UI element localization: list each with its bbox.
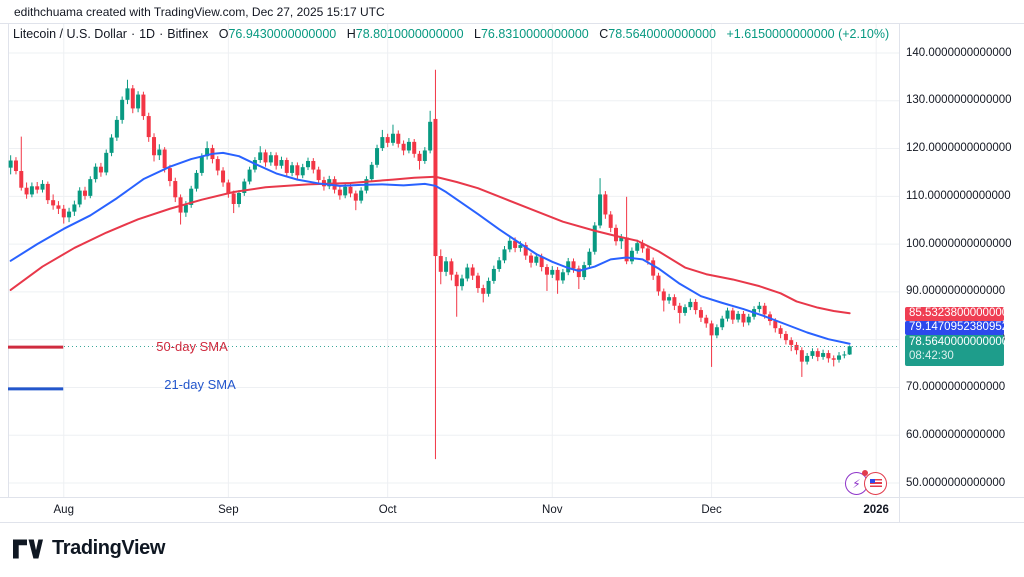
legend-separator: · [159, 27, 164, 41]
price-tick-label: 50.0000000000000 [906, 476, 1006, 489]
sma21-price-label: 79.1470952380952 [905, 321, 1008, 335]
tradingview-wordmark: TradingView [52, 537, 166, 559]
bar-countdown: 08:42:30 [909, 349, 954, 362]
attribution-text: edithchuama created with TradingView.com… [14, 5, 385, 19]
symbol-name[interactable]: Litecoin / U.S. Dollar [13, 27, 127, 41]
price-tick-label: 110.0000000000000 [906, 189, 1011, 202]
economic-event-badge-icon[interactable] [864, 472, 887, 495]
flag-icon [869, 479, 882, 488]
time-tick-label: 2026 [863, 504, 889, 516]
sma21-annotation-label[interactable]: 21-day SMA [164, 377, 236, 392]
price-tick-label: 90.0000000000000 [906, 285, 1006, 298]
time-tick-label: Dec [701, 504, 722, 516]
price-tick-label: 100.0000000000000 [906, 237, 1012, 250]
price-tick-label: 120.0000000000000 [906, 142, 1012, 155]
close-value: C78.5640000000000 [599, 27, 717, 41]
price-tick-label: 130.0000000000000 [906, 94, 1012, 107]
open-value: O76.9430000000000 [218, 27, 337, 41]
time-tick-label: Sep [218, 504, 239, 516]
price-tick-label: 70.0000000000000 [906, 380, 1006, 393]
time-tick-label: Oct [378, 504, 397, 516]
symbol-legend[interactable]: Litecoin / U.S. Dollar · 1D · Bitfinex O76.9… [13, 27, 889, 41]
tradingview-logo[interactable]: TradingView [13, 537, 165, 560]
event-dot-icon [862, 470, 868, 476]
last-price-value: 78.5640000000000 [909, 336, 1009, 348]
change-value: +1.6150000000000 (+2.10%) [726, 27, 890, 41]
sma50-annotation-label[interactable]: 50-day SMA [156, 339, 228, 354]
high-value: H78.8010000000000 [346, 27, 464, 41]
lightning-badge-icon[interactable]: ⚡ [845, 472, 868, 495]
low-value: L76.8310000000000 [474, 27, 589, 41]
sma50-price-label: 85.5323800000000 [905, 307, 1008, 321]
last-price-label: 78.5640000000000 08:42:30 [905, 335, 1009, 366]
legend-separator: · [130, 27, 136, 41]
time-tick-label: Nov [542, 504, 563, 516]
price-tick-label: 60.0000000000000 [906, 428, 1006, 441]
time-tick-label: Aug [53, 504, 74, 516]
interval-label[interactable]: 1D [139, 27, 156, 41]
tradingview-mark-icon [13, 539, 43, 558]
price-tick-label: 140.0000000000000 [906, 46, 1012, 59]
exchange-label[interactable]: Bitfinex [167, 27, 209, 41]
